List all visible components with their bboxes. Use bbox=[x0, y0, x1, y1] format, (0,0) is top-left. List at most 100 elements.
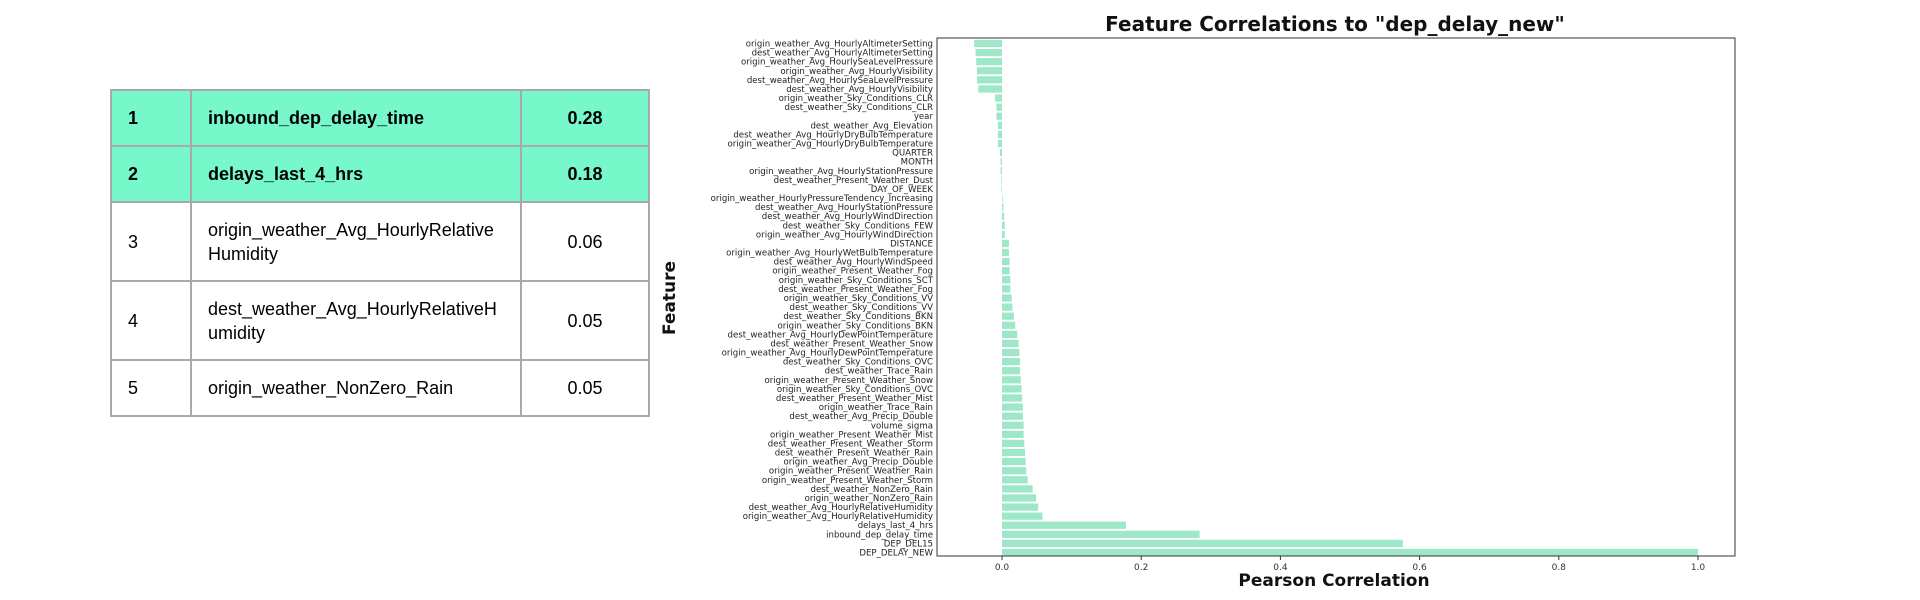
bar bbox=[1002, 512, 1043, 520]
category-label: DEP_DEL15 bbox=[884, 539, 933, 549]
category-label: origin_weather_Avg_HourlyDryBulbTemperat… bbox=[727, 139, 933, 149]
category-label: dest_weather_Present_Weather_Snow bbox=[770, 339, 933, 349]
bar bbox=[1002, 367, 1021, 375]
bar bbox=[1000, 167, 1002, 175]
category-label: origin_weather_NonZero_Rain bbox=[805, 494, 933, 504]
bar bbox=[1002, 385, 1022, 393]
bar bbox=[976, 58, 1002, 66]
category-label: dest_weather_Avg_HourlyAltimeterSetting bbox=[752, 49, 933, 59]
bar bbox=[1002, 339, 1019, 348]
category-label: origin_weather_Present_Weather_Rain bbox=[769, 467, 933, 477]
category-label: origin_weather_Avg_HourlyWetBulbTemperat… bbox=[726, 249, 933, 259]
bar bbox=[1002, 330, 1018, 338]
correlation-table-body: 1 inbound_dep_delay_time 0.28 2 delays_last_… bbox=[110, 89, 650, 417]
category-label: DISTANCE bbox=[890, 239, 933, 249]
category-label: origin_weather_Present_Weather_Snow bbox=[765, 376, 934, 386]
bar bbox=[1002, 276, 1011, 284]
category-label: QUARTER bbox=[892, 149, 933, 159]
category-label: DAY_OF_WEEK bbox=[871, 185, 934, 195]
bar bbox=[1002, 221, 1005, 229]
category-label: dest_weather_Present_Weather_Storm bbox=[768, 439, 933, 449]
category-label: dest_weather_Present_Weather_Fog bbox=[778, 285, 933, 295]
category-label: dest_weather_Sky_Conditions_BKN bbox=[783, 312, 933, 322]
category-label: year bbox=[914, 112, 934, 122]
x-axis-label: Pearson Correlation bbox=[1238, 571, 1429, 591]
category-label: volume_sigma bbox=[871, 421, 933, 431]
y-axis-label: Feature bbox=[660, 261, 680, 335]
category-label: dest_weather_Avg_HourlyDewPointTemperatu… bbox=[728, 330, 934, 340]
category-label: origin_weather_Sky_Conditions_CLR bbox=[779, 94, 933, 104]
bar bbox=[1002, 521, 1126, 529]
bar bbox=[1002, 494, 1037, 502]
category-label: dest_weather_Sky_Conditions_FEW bbox=[782, 221, 933, 231]
category-label: origin_weather_Present_Weather_Mist bbox=[770, 430, 934, 440]
bar bbox=[1000, 158, 1002, 166]
table-row: 3 origin_weather_Avg_HourlyRelativeHumidi… bbox=[110, 201, 650, 282]
category-label: origin_weather_Avg_HourlyStationPressure bbox=[749, 167, 933, 177]
table-row: 2 delays_last_4_hrs 0.18 bbox=[110, 145, 650, 203]
bar bbox=[1002, 203, 1004, 211]
bar bbox=[1002, 248, 1009, 257]
bar bbox=[997, 130, 1002, 139]
category-label: DEP_DELAY_NEW bbox=[859, 549, 933, 559]
feature-cell: dest_weather_Avg_HourlyRelativeHumidity bbox=[190, 280, 522, 361]
bar bbox=[1002, 321, 1016, 329]
bar bbox=[1002, 439, 1025, 448]
bar bbox=[1002, 258, 1010, 266]
category-label: dest_weather_Avg_Elevation bbox=[810, 121, 933, 131]
category-label: origin_weather_Trace_Rain bbox=[819, 403, 933, 413]
value-cell: 0.18 bbox=[520, 145, 650, 203]
rank-cell: 2 bbox=[110, 145, 192, 203]
bar bbox=[1002, 530, 1200, 538]
x-tick-label: 0.2 bbox=[1134, 563, 1148, 573]
category-label: origin_weather_Avg_HourlySeaLevelPressur… bbox=[741, 58, 933, 68]
bar bbox=[976, 67, 1002, 75]
bar bbox=[1002, 348, 1020, 357]
category-label: origin_weather_Avg_HourlyRelativeHumidit… bbox=[743, 512, 933, 522]
table-row: 1 inbound_dep_delay_time 0.28 bbox=[110, 89, 650, 147]
category-labels: origin_weather_Avg_HourlyAltimeterSettin… bbox=[711, 40, 934, 559]
bar bbox=[1002, 194, 1003, 202]
category-label: origin_weather_Sky_Conditions_OVC bbox=[777, 385, 933, 395]
category-label: dest_weather_Sky_Conditions_OVC bbox=[783, 358, 933, 368]
category-label: origin_weather_Sky_Conditions_BKN bbox=[777, 321, 933, 331]
bar bbox=[1002, 285, 1011, 293]
bar bbox=[1002, 421, 1024, 429]
bar bbox=[1002, 376, 1021, 384]
bar bbox=[1002, 457, 1026, 466]
plot-frame bbox=[936, 37, 1736, 557]
bar bbox=[1002, 230, 1005, 239]
category-label: origin_weather_HourlyPressureTendency_In… bbox=[711, 194, 933, 204]
bar bbox=[999, 148, 1002, 157]
rank-cell: 4 bbox=[110, 280, 192, 361]
category-label: dest_weather_Present_Weather_Mist bbox=[776, 394, 934, 404]
bar bbox=[1002, 312, 1014, 320]
bar bbox=[1002, 294, 1012, 302]
bars-layer bbox=[974, 39, 1698, 557]
bar bbox=[1002, 267, 1010, 275]
table-row: 5 origin_weather_NonZero_Rain 0.05 bbox=[110, 359, 650, 417]
bar bbox=[1002, 467, 1027, 475]
value-cell: 0.05 bbox=[520, 359, 650, 417]
x-tick-label: 0.4 bbox=[1273, 563, 1288, 573]
bar bbox=[1002, 485, 1033, 493]
category-label: dest_weather_Avg_Precip_Double bbox=[789, 412, 933, 422]
rank-cell: 1 bbox=[110, 89, 192, 147]
value-cell: 0.28 bbox=[520, 89, 650, 147]
x-tick-label: 0.6 bbox=[1412, 563, 1427, 573]
feature-cell: inbound_dep_delay_time bbox=[190, 89, 522, 147]
bar bbox=[1001, 176, 1002, 184]
bar bbox=[1002, 448, 1025, 457]
category-label: dest_weather_NonZero_Rain bbox=[811, 485, 934, 495]
category-label: origin_weather_Sky_Conditions_VV bbox=[784, 294, 933, 304]
x-tick-label: 0.0 bbox=[995, 563, 1010, 573]
table-row: 4 dest_weather_Avg_HourlyRelativeHumidity… bbox=[110, 280, 650, 361]
x-axis-ticks: 0.0 0.2 0.4 0.6 0.8 1.0 bbox=[995, 556, 1705, 573]
category-label: delays_last_4_hrs bbox=[858, 521, 934, 531]
category-label: dest_weather_Sky_Conditions_CLR bbox=[785, 103, 933, 113]
bar bbox=[976, 76, 1002, 84]
category-label: origin_weather_Present_Weather_Fog bbox=[772, 267, 933, 277]
chart-title: Feature Correlations to "dep_delay_new" bbox=[1105, 12, 1565, 36]
category-label: inbound_dep_delay_time bbox=[826, 530, 933, 540]
